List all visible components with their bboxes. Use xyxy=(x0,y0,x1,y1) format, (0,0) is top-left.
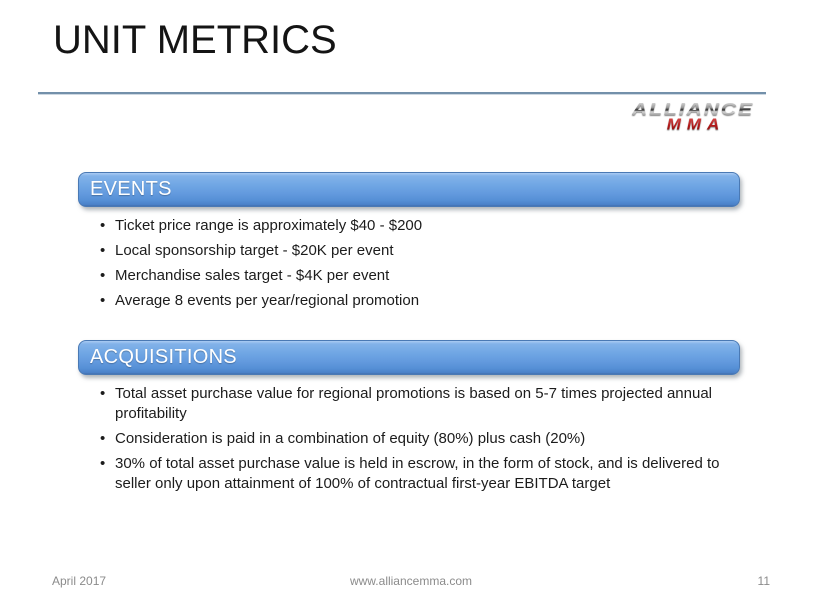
events-banner: EVENTS xyxy=(78,172,740,207)
page-title: UNIT METRICS xyxy=(53,18,337,62)
footer-page-number: 11 xyxy=(757,574,770,588)
list-item: Local sponsorship target - $20K per even… xyxy=(100,241,727,261)
alliance-mma-logo: ALLIANCE MMA xyxy=(618,98,768,135)
title-divider xyxy=(38,92,766,95)
list-item: Ticket price range is approximately $40 … xyxy=(100,216,727,236)
events-bullet-list: Ticket price range is approximately $40 … xyxy=(100,216,727,311)
events-banner-label: EVENTS xyxy=(90,178,172,200)
list-item: Total asset purchase value for regional … xyxy=(100,384,727,424)
acquisitions-banner: ACQUISITIONS xyxy=(78,340,740,375)
logo-alliance-text: ALLIANCE xyxy=(631,99,755,120)
list-item: Average 8 events per year/regional promo… xyxy=(100,291,727,311)
list-item: 30% of total asset purchase value is hel… xyxy=(100,454,727,494)
footer-date: April 2017 xyxy=(52,574,107,588)
acquisitions-bullet-list: Total asset purchase value for regional … xyxy=(100,384,727,494)
footer-website: www.alliancemma.com xyxy=(349,574,473,588)
slide-footer: April 2017 www.alliancemma.com 11 xyxy=(0,574,820,588)
list-item: Consideration is paid in a combination o… xyxy=(100,429,727,449)
events-section: EVENTS Ticket price range is approximate… xyxy=(78,172,740,316)
acquisitions-banner-label: ACQUISITIONS xyxy=(90,346,237,368)
logo-mma-text: MMA xyxy=(661,116,726,134)
list-item: Merchandise sales target - $4K per event xyxy=(100,266,727,286)
acquisitions-section: ACQUISITIONS Total asset purchase value … xyxy=(78,340,740,499)
